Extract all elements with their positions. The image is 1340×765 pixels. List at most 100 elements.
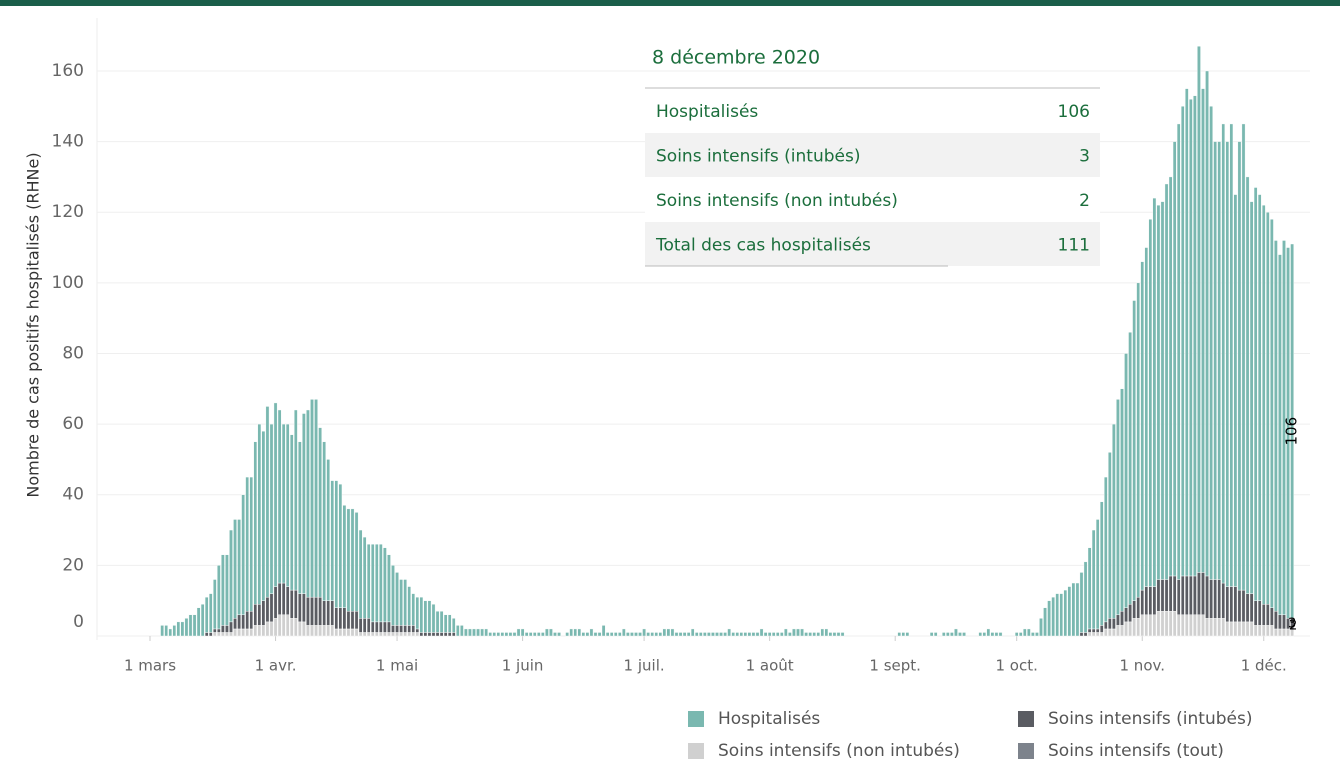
bar-segment bbox=[1184, 614, 1189, 637]
y-tick-label: 100 bbox=[52, 273, 84, 293]
bar-segment bbox=[204, 632, 209, 637]
bar-segment bbox=[1221, 123, 1226, 584]
bar-segment bbox=[524, 632, 529, 637]
bar-segment bbox=[358, 529, 363, 619]
bar-segment bbox=[1136, 282, 1140, 598]
bar-segment bbox=[589, 628, 594, 637]
bar-segment bbox=[739, 632, 744, 637]
bar-segment bbox=[1201, 614, 1205, 637]
bar-segment bbox=[1257, 600, 1262, 626]
bar-segment bbox=[520, 628, 525, 637]
bar-segment bbox=[1270, 625, 1274, 637]
bar-segment bbox=[253, 625, 258, 637]
bar-segment bbox=[168, 628, 173, 637]
bar-segment bbox=[516, 628, 521, 637]
bar-segment bbox=[379, 543, 383, 623]
bar-segment bbox=[901, 632, 906, 637]
bar-segment bbox=[261, 600, 266, 626]
bar-segment bbox=[375, 621, 379, 633]
bar-segment bbox=[1213, 579, 1217, 619]
bar-segment bbox=[1023, 628, 1027, 637]
bar-segment bbox=[1213, 618, 1217, 637]
bar-segment bbox=[1168, 176, 1173, 577]
data-label: 2 bbox=[1289, 619, 1297, 634]
bar-segment bbox=[703, 632, 707, 637]
bar-segment bbox=[423, 632, 428, 637]
bar-segment bbox=[294, 409, 298, 591]
bar-segment bbox=[1176, 123, 1181, 580]
bar-segment bbox=[358, 618, 363, 633]
bar-segment bbox=[1221, 582, 1226, 619]
bar-segment bbox=[1217, 141, 1221, 580]
bar-segment bbox=[508, 632, 513, 637]
bar-segment bbox=[1083, 632, 1088, 637]
bar-segment bbox=[289, 618, 294, 637]
bar-segment bbox=[634, 632, 638, 637]
bar-segment bbox=[1225, 621, 1230, 637]
bar-segment bbox=[241, 628, 245, 637]
bar-segment bbox=[618, 632, 622, 637]
bar-segment bbox=[1140, 261, 1145, 591]
bar-segment bbox=[338, 607, 343, 630]
bar-segment bbox=[678, 632, 683, 637]
bar-segment bbox=[1164, 183, 1169, 580]
bar-segment bbox=[196, 607, 201, 637]
bar-segment bbox=[573, 628, 578, 637]
bar-segment bbox=[354, 512, 359, 612]
bar-segment bbox=[249, 611, 254, 630]
bar-segment bbox=[1189, 575, 1193, 616]
bar-segment bbox=[569, 628, 573, 637]
bar-segment bbox=[257, 604, 262, 626]
bar-segment bbox=[391, 625, 395, 633]
bar-segment bbox=[241, 614, 245, 630]
bar-segment bbox=[1132, 618, 1136, 637]
bar-segment bbox=[1201, 572, 1205, 616]
bar-segment bbox=[375, 543, 379, 623]
bar-segment bbox=[314, 596, 318, 626]
y-tick-label: 60 bbox=[62, 414, 84, 434]
legend-swatch bbox=[688, 743, 704, 759]
bar-segment bbox=[699, 632, 703, 637]
bar-segment bbox=[221, 625, 225, 633]
x-tick-label: 1 juil. bbox=[624, 657, 665, 675]
bar-segment bbox=[411, 632, 416, 637]
bar-segment bbox=[1253, 187, 1258, 601]
bar-segment bbox=[780, 632, 784, 637]
bar-segment bbox=[658, 632, 663, 637]
bar-segment bbox=[1233, 586, 1238, 623]
tooltip-title: 8 décembre 2020 bbox=[652, 47, 820, 69]
bar-segment bbox=[330, 480, 335, 601]
bar-segment bbox=[1152, 586, 1157, 616]
grid: 0 20 40 60 80 100 120 140 160 1 mars 1 avr. 1 mai 1 … bbox=[52, 61, 1310, 675]
bar-segment bbox=[379, 621, 383, 633]
bar-segment bbox=[1233, 621, 1238, 637]
bar-segment bbox=[832, 632, 837, 637]
bar-segment bbox=[905, 632, 910, 637]
bar-segment bbox=[1128, 332, 1132, 605]
bar-segment bbox=[1075, 582, 1080, 637]
bar-segment bbox=[1095, 632, 1100, 637]
bar-segment bbox=[277, 614, 282, 637]
bar-segment bbox=[1103, 628, 1108, 637]
bar-segment bbox=[419, 596, 424, 633]
bar-segment bbox=[249, 628, 254, 637]
bar-segment bbox=[253, 604, 258, 626]
y-tick-label: 0 bbox=[73, 612, 84, 632]
bar-segment bbox=[1128, 604, 1132, 623]
bar-segment bbox=[334, 607, 339, 630]
bar-segment bbox=[302, 593, 306, 623]
bar-segment bbox=[306, 625, 310, 637]
bar-segment bbox=[1087, 547, 1092, 630]
bar-segment bbox=[565, 632, 569, 637]
bar-segment bbox=[1168, 575, 1173, 612]
bar-segment bbox=[1249, 621, 1254, 637]
bar-segment bbox=[674, 632, 679, 637]
bar-segment bbox=[1205, 575, 1209, 619]
bar-segment bbox=[1245, 593, 1250, 623]
bar-segment bbox=[273, 618, 278, 637]
bar-segment bbox=[1148, 614, 1153, 637]
bar-segment bbox=[808, 632, 812, 637]
bar-segment bbox=[403, 579, 407, 626]
bar-segment bbox=[289, 434, 294, 591]
bar-segment bbox=[1197, 614, 1201, 637]
